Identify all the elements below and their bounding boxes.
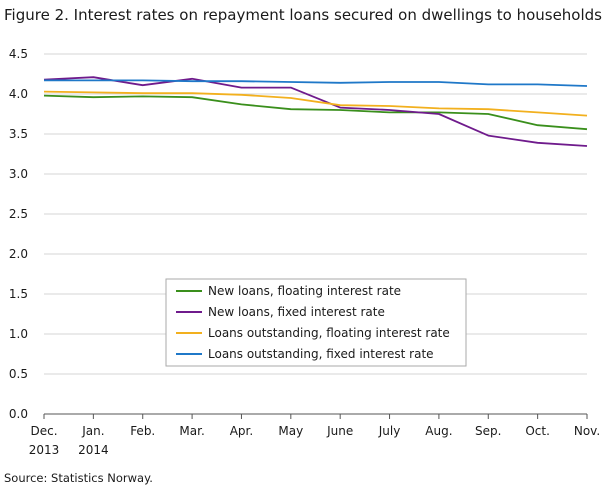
x-tick-label: Mar. <box>179 424 204 438</box>
legend-label: New loans, fixed interest rate <box>208 305 385 319</box>
y-tick-label: 2.5 <box>9 207 28 221</box>
y-tick-label: 0.0 <box>9 407 28 421</box>
x-tick-label: Nov. <box>574 424 600 438</box>
x-tick-label: Dec. <box>30 424 57 438</box>
x-tick-label: 2014 <box>78 443 109 457</box>
y-tick-label: 4.5 <box>9 47 28 61</box>
series-line-2 <box>43 76 588 147</box>
x-axis <box>43 413 588 419</box>
legend-box <box>165 278 467 367</box>
x-tick-label: Aug. <box>425 424 452 438</box>
legend: New loans, floating interest rate New loa… <box>165 278 467 367</box>
y-tick-label: 3.5 <box>9 127 28 141</box>
x-tick-label: Apr. <box>230 424 253 438</box>
series-line-4 <box>44 79 588 87</box>
chart-title: Figure 2. Interest rates on repayment lo… <box>4 6 602 24</box>
y-tick-label: 1.0 <box>9 327 28 341</box>
x-tick-label: July <box>378 424 401 438</box>
x-tick-label: June <box>326 424 353 438</box>
y-axis-tick-labels: 0.0 0.5 1.0 1.5 2.0 2.5 3.0 3.5 4.0 4.5 <box>9 47 28 421</box>
x-tick-label: Oct. <box>525 424 550 438</box>
series-line-1 <box>43 94 588 131</box>
x-tick-label: 2013 <box>29 443 60 457</box>
x-tick-label: Feb. <box>130 424 155 438</box>
y-tick-label: 4.0 <box>9 87 28 101</box>
legend-label: Loans outstanding, floating interest rat… <box>208 326 450 340</box>
y-tick-label: 1.5 <box>9 287 28 301</box>
source-note: Source: Statistics Norway. <box>4 471 153 485</box>
series-line-3 <box>43 90 588 117</box>
x-tick-label: Jan. <box>81 424 104 438</box>
y-tick-label: 0.5 <box>9 367 28 381</box>
x-tick-label: Sep. <box>475 424 501 438</box>
y-tick-label: 2.0 <box>9 247 28 261</box>
legend-label: New loans, floating interest rate <box>208 284 401 298</box>
y-tick-label: 3.0 <box>9 167 28 181</box>
legend-label: Loans outstanding, fixed interest rate <box>208 347 434 361</box>
x-tick-label: May <box>278 424 303 438</box>
series-lines <box>43 76 588 147</box>
x-axis-tick-labels: Dec. 2013 Jan. 2014 Feb. Mar. Apr. May June July A… <box>29 424 600 457</box>
